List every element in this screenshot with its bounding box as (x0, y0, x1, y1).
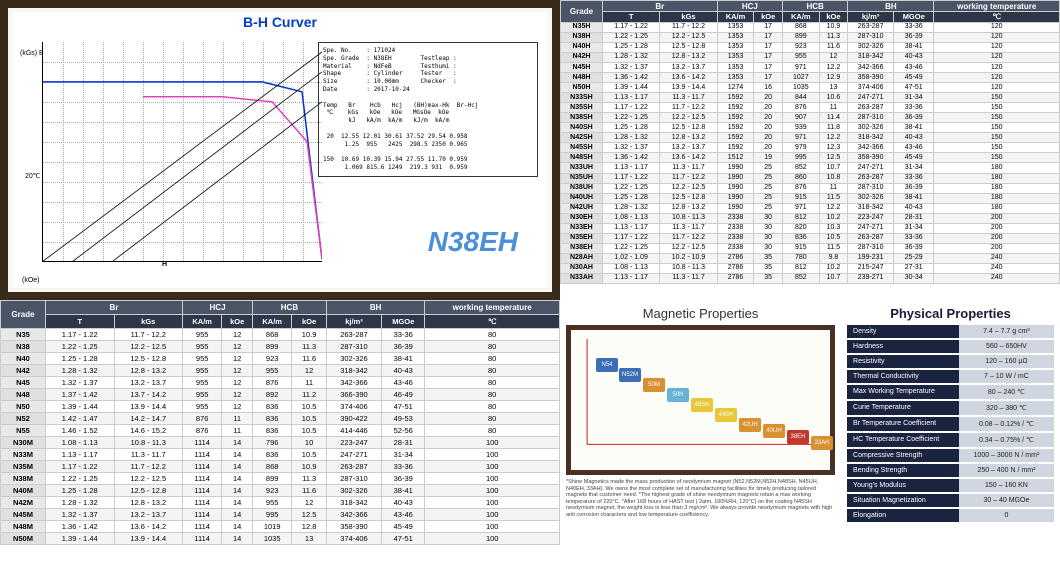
table-row: N30AH1.08 - 1.1310.8 - 11.327863581210.2… (561, 263, 1060, 273)
mag-footnote: *Shine Magnetics made the mass productio… (566, 479, 835, 519)
table-row: N401.25 - 1.2812.5 - 12.89551292311.6302… (1, 353, 560, 365)
phys-row: Density7.4 – 7.7 g cm³ (847, 325, 1054, 338)
physical-properties: Physical Properties Density7.4 – 7.7 g c… (841, 300, 1060, 567)
phys-row: Compressive Strength1000 – 3000 N / mm² (847, 449, 1054, 462)
table-row: N40M1.25 - 1.2812.5 - 12.811141492311.63… (1, 485, 560, 497)
table-row: N501.39 - 1.4413.9 - 14.49551283610.5374… (1, 401, 560, 413)
mag-grade-block: 50H (667, 388, 689, 402)
phys-title: Physical Properties (847, 306, 1054, 321)
phys-row: Elongation0 (847, 509, 1054, 522)
table-row: N33AH1.13 - 1.1711.3 - 11.727863585210.7… (561, 273, 1060, 283)
table-row: N38H1.22 - 1.2512.2 - 12.513531789911.32… (561, 32, 1060, 42)
table-row: N38SH1.22 - 1.2512.2 - 12.515922090711.4… (561, 113, 1060, 123)
table-row: N42UH1.28 - 1.3212.8 - 13.219902597112.2… (561, 203, 1060, 213)
mag-chart: N54N52M50M50H46SH44SH42UH40UH38EH33AH (566, 325, 835, 475)
mag-grade-block: N54 (596, 358, 618, 372)
table-row: N45M1.32 - 1.3713.2 - 13.711141499512.53… (1, 509, 560, 521)
table-row: N50M1.39 - 1.4413.9 - 14.411141410351337… (1, 533, 560, 545)
bh-xlabel: (kOe) (22, 277, 40, 284)
table-row: N42SH1.28 - 1.3212.8 - 13.215922097112.2… (561, 133, 1060, 143)
table-row: N50H1.39 - 1.4413.9 - 14.412741610351337… (561, 83, 1060, 93)
bottom-grade-table-panel: GradeBrHCJHCBBHworking temperature TkGsK… (0, 300, 560, 567)
phys-row: Thermal Conductivity7 – 10 W / mC (847, 370, 1054, 383)
table-row: N45SH1.32 - 1.3713.2 - 13.715922097912.3… (561, 143, 1060, 153)
table-row: N351.17 - 1.2211.7 - 12.29551286810.9263… (1, 329, 560, 341)
mag-grade-block: 50M (643, 378, 665, 392)
top-grade-table-panel: GradeBrHCJHCBBHworking temperature TkGsK… (560, 0, 1060, 300)
table-row: N421.28 - 1.3212.8 - 13.29551295512318-3… (1, 365, 560, 377)
mag-title: Magnetic Properties (566, 306, 835, 321)
phys-row: Curie Temperature320 – 380 ℃ (847, 401, 1054, 415)
thead-groups: GradeBrHCJHCBBHworking temperature (1, 301, 560, 315)
mag-grade-block: 46SH (691, 398, 713, 412)
mag-grade-block: N52M (619, 368, 641, 382)
table-row: N35UH1.17 - 1.2211.7 - 12.219902586010.8… (561, 173, 1060, 183)
bh-title: B-H Curver (12, 12, 548, 32)
bh-grade-logo: N38EH (428, 226, 518, 258)
table-row: N33EH1.13 - 1.1711.3 - 11.723383082010.3… (561, 223, 1060, 233)
table-row: N42H1.28 - 1.3212.8 - 13.213531795512318… (561, 52, 1060, 62)
table-row: N551.46 - 1.5214.6 - 15.28761183610.5414… (1, 425, 560, 437)
table-row: N38UH1.22 - 1.2512.2 - 12.51990258761128… (561, 183, 1060, 193)
table-row: N48H1.36 - 1.4213.6 - 14.2135317102712.9… (561, 73, 1060, 83)
thead-units: TkGsKA/mkOeKA/mkOekj/m³MGOe℃ (1, 315, 560, 329)
table-row: N28AH1.02 - 1.0910.2 - 10.92786357809.81… (561, 253, 1060, 263)
phys-row: Situation Magnetization30 – 40 MGOe (847, 494, 1054, 507)
phys-row: Resistivity120 – 160 μΩ (847, 355, 1054, 368)
table-row: N35SH1.17 - 1.2211.7 - 12.21592208761126… (561, 103, 1060, 113)
table-row: N35M1.17 - 1.2211.7 - 12.211141486810.92… (1, 461, 560, 473)
mag-grade-block: 42UH (739, 418, 761, 432)
bh-ylabel: (kGs) B (20, 50, 44, 57)
table-row: N48SH1.36 - 1.4213.6 - 14.215121999512.5… (561, 153, 1060, 163)
table-row: N40UH1.25 - 1.2812.5 - 12.819902591511.5… (561, 193, 1060, 203)
bh-curves-svg (43, 42, 322, 261)
table-row: N35H1.17 - 1.2211.7 - 12.213531786810.92… (561, 22, 1060, 32)
table-row: N45H1.32 - 1.3713.2 - 13.713531797112.23… (561, 63, 1060, 73)
table-row: N38M1.22 - 1.2512.2 - 12.511141489911.32… (1, 473, 560, 485)
bottom-grade-table: GradeBrHCJHCBBHworking temperature TkGsK… (0, 300, 560, 545)
phys-row: Bending Strength250 – 400 N / mm² (847, 464, 1054, 477)
table-row: N40H1.25 - 1.2812.5 - 12.813531792311.63… (561, 42, 1060, 52)
bh-temp-label: 20℃ (25, 172, 41, 180)
table-row: N33UH1.13 - 1.1711.3 - 11.719902585210.7… (561, 163, 1060, 173)
phys-row: Max Working Temperature80 – 240 ℃ (847, 385, 1054, 399)
mag-grade-block: 44SH (715, 408, 737, 422)
table-row: N33M1.13 - 1.1711.3 - 11.711141483610.52… (1, 449, 560, 461)
phys-row: Young's Modulus150 – 160 KN (847, 479, 1054, 492)
table-row: N30EH1.08 - 1.1310.8 - 11.323383081210.2… (561, 213, 1060, 223)
table-row: N381.22 - 1.2512.2 - 12.59551289911.3287… (1, 341, 560, 353)
mag-grade-block: 33AH (811, 436, 833, 450)
mag-grade-block: 40UH (763, 424, 785, 438)
table-row: N30M1.08 - 1.1310.8 - 11.311141479610223… (1, 437, 560, 449)
top-grade-table: GradeBrHCJHCBBHworking temperature TkGsK… (560, 0, 1060, 284)
phys-row: Hardness560 – 650HV (847, 340, 1054, 353)
mag-grade-block: 38EH (787, 430, 809, 444)
bh-meta-box: Spe. No. : 171024 Spe. Grade : N38EH Tes… (318, 42, 538, 177)
thead-units: TkGsKA/mkOeKA/mkOekj/m³MGOe℃ (561, 12, 1060, 23)
magnetic-properties: Magnetic Properties N54N52M50M50H46SH44S… (560, 300, 841, 567)
table-row: N35EH1.17 - 1.2211.7 - 12.223383083610.5… (561, 233, 1060, 243)
thead-groups: GradeBrHCJHCBBHworking temperature (561, 1, 1060, 12)
table-row: N48M1.36 - 1.4213.6 - 14.2111414101912.8… (1, 521, 560, 533)
table-row: N42M1.28 - 1.3212.8 - 13.211141495512318… (1, 497, 560, 509)
table-row: N451.32 - 1.3713.2 - 13.79551287611342-3… (1, 377, 560, 389)
table-row: N38EH1.22 - 1.2512.2 - 12.523383091511.5… (561, 243, 1060, 253)
bh-curve-panel: B-H Curver (kGs) B 20℃ H (kOe) Spe. No. … (0, 0, 560, 300)
table-row: N481.37 - 1.4213.7 - 14.29551289211.2366… (1, 389, 560, 401)
table-row: N521.42 - 1.4714.2 - 14.78761183610.5390… (1, 413, 560, 425)
table-row: N33SH1.13 - 1.1711.3 - 11.715922084410.6… (561, 93, 1060, 103)
properties-panel: Magnetic Properties N54N52M50M50H46SH44S… (560, 300, 1060, 567)
bh-chart-area: 20℃ (42, 42, 322, 262)
phys-row: HC Temperature Coefficient0.34 – 0.75% /… (847, 433, 1054, 447)
table-row: N40SH1.25 - 1.2812.5 - 12.815922093911.8… (561, 123, 1060, 133)
phys-row: Br Temperature Coefficient0.08 – 0.12% /… (847, 417, 1054, 431)
bh-h-label: H (162, 261, 167, 268)
